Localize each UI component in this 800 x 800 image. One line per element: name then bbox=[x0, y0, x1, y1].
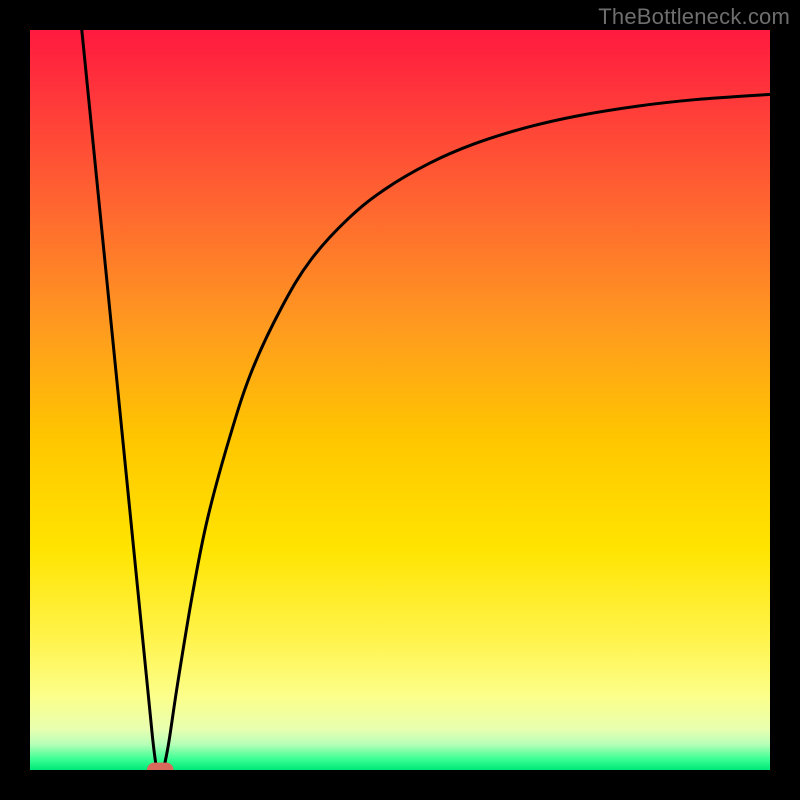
watermark-text: TheBottleneck.com bbox=[598, 4, 790, 30]
chart-background bbox=[30, 30, 770, 770]
bottleneck-chart: TheBottleneck.com bbox=[0, 0, 800, 800]
chart-svg bbox=[0, 0, 800, 800]
